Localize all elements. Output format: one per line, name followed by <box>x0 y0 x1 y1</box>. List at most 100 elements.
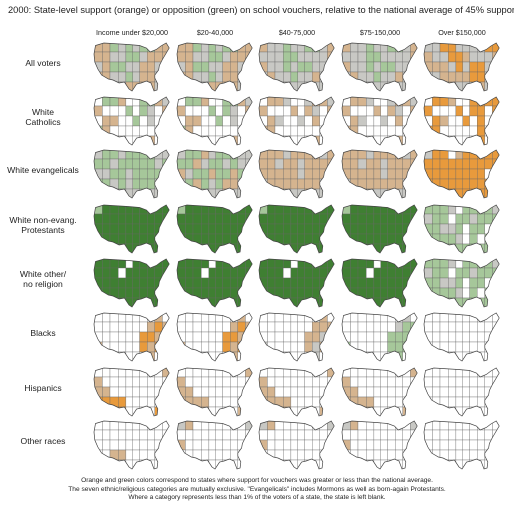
state-cell <box>366 321 375 333</box>
state-cell <box>139 223 148 235</box>
state-cell <box>380 61 388 73</box>
state-cell <box>245 341 253 353</box>
state-cell <box>297 321 305 333</box>
state-cell <box>125 439 133 451</box>
state-cell <box>455 158 463 170</box>
state-cell <box>462 376 470 388</box>
state-cell <box>208 223 216 235</box>
state-cell <box>462 105 470 117</box>
state-cell <box>274 115 284 127</box>
footnote-line-2: The seven ethnic/religious categories ar… <box>68 485 446 493</box>
state-cell <box>215 43 223 53</box>
state-cell <box>201 386 210 398</box>
state-cell <box>290 267 298 279</box>
state-cell <box>455 376 463 388</box>
state-cell <box>162 386 170 398</box>
state-cell <box>448 421 457 431</box>
state-cell <box>94 81 103 91</box>
state-cell <box>312 277 320 289</box>
state-cell <box>94 51 103 63</box>
state-cell <box>132 313 140 323</box>
state-cell <box>432 125 441 137</box>
state-cell <box>477 233 485 245</box>
state-cell <box>304 429 313 441</box>
state-cell <box>492 341 500 353</box>
state-cell <box>424 81 433 91</box>
state-cell <box>304 81 313 91</box>
state-cell <box>319 158 328 170</box>
state-cell <box>366 105 375 117</box>
state-cell <box>424 429 433 441</box>
state-cell <box>448 406 457 416</box>
state-map-5-2 <box>258 312 335 362</box>
state-cell <box>448 188 457 198</box>
state-cell <box>215 150 223 160</box>
state-cell <box>366 331 375 343</box>
state-cell <box>267 429 276 441</box>
state-cell <box>342 429 351 441</box>
state-cell <box>492 386 500 398</box>
state-cell <box>215 277 223 289</box>
state-cell <box>230 331 238 343</box>
state-cell <box>109 115 119 127</box>
state-cell <box>102 125 111 137</box>
state-cell <box>222 406 231 416</box>
us-outline <box>93 149 170 199</box>
state-cell <box>492 168 500 180</box>
state-cell <box>342 233 351 245</box>
state-cell <box>267 243 276 253</box>
state-cell <box>185 351 194 361</box>
state-cell <box>267 287 276 299</box>
state-cell <box>118 449 127 461</box>
state-cell <box>455 421 463 431</box>
state-cell <box>201 205 210 215</box>
state-cell <box>327 449 335 461</box>
state-cell <box>274 168 284 180</box>
state-cell <box>201 158 210 170</box>
state-cell <box>410 81 418 91</box>
state-cell <box>455 205 463 215</box>
state-cell <box>402 150 411 160</box>
state-cell <box>109 406 119 416</box>
state-cell <box>267 115 276 127</box>
state-cell <box>94 213 103 225</box>
state-cell <box>125 150 133 160</box>
state-map-4-4 <box>423 258 500 308</box>
state-cell <box>342 188 351 198</box>
state-cell <box>469 115 478 127</box>
state-cell <box>192 115 202 127</box>
state-cell <box>201 368 210 378</box>
state-cell <box>259 213 268 225</box>
state-cell <box>297 205 305 215</box>
state-cell <box>102 459 111 469</box>
state-cell <box>245 277 253 289</box>
us-outline <box>423 258 500 308</box>
state-cell <box>118 429 127 441</box>
state-cell <box>469 105 478 117</box>
state-cell <box>215 396 223 408</box>
state-cell <box>222 351 231 361</box>
state-cell <box>177 449 186 461</box>
state-cell <box>448 158 457 170</box>
state-cell <box>380 125 388 137</box>
state-cell <box>102 277 111 289</box>
state-cell <box>469 406 478 416</box>
state-cell <box>222 267 231 279</box>
state-cell <box>424 243 433 253</box>
state-cell <box>215 449 223 461</box>
state-cell <box>139 51 148 63</box>
state-cell <box>424 406 433 416</box>
state-cell <box>357 213 367 225</box>
state-cell <box>380 158 388 170</box>
state-cell <box>222 188 231 198</box>
state-cell <box>297 223 305 235</box>
state-cell <box>462 396 470 408</box>
state-cell <box>350 297 359 307</box>
state-cell <box>109 223 119 235</box>
state-cell <box>319 421 328 431</box>
state-cell <box>245 168 253 180</box>
state-cell <box>462 158 470 170</box>
state-cell <box>350 267 359 279</box>
state-cell <box>342 297 351 307</box>
state-cell <box>380 313 388 323</box>
